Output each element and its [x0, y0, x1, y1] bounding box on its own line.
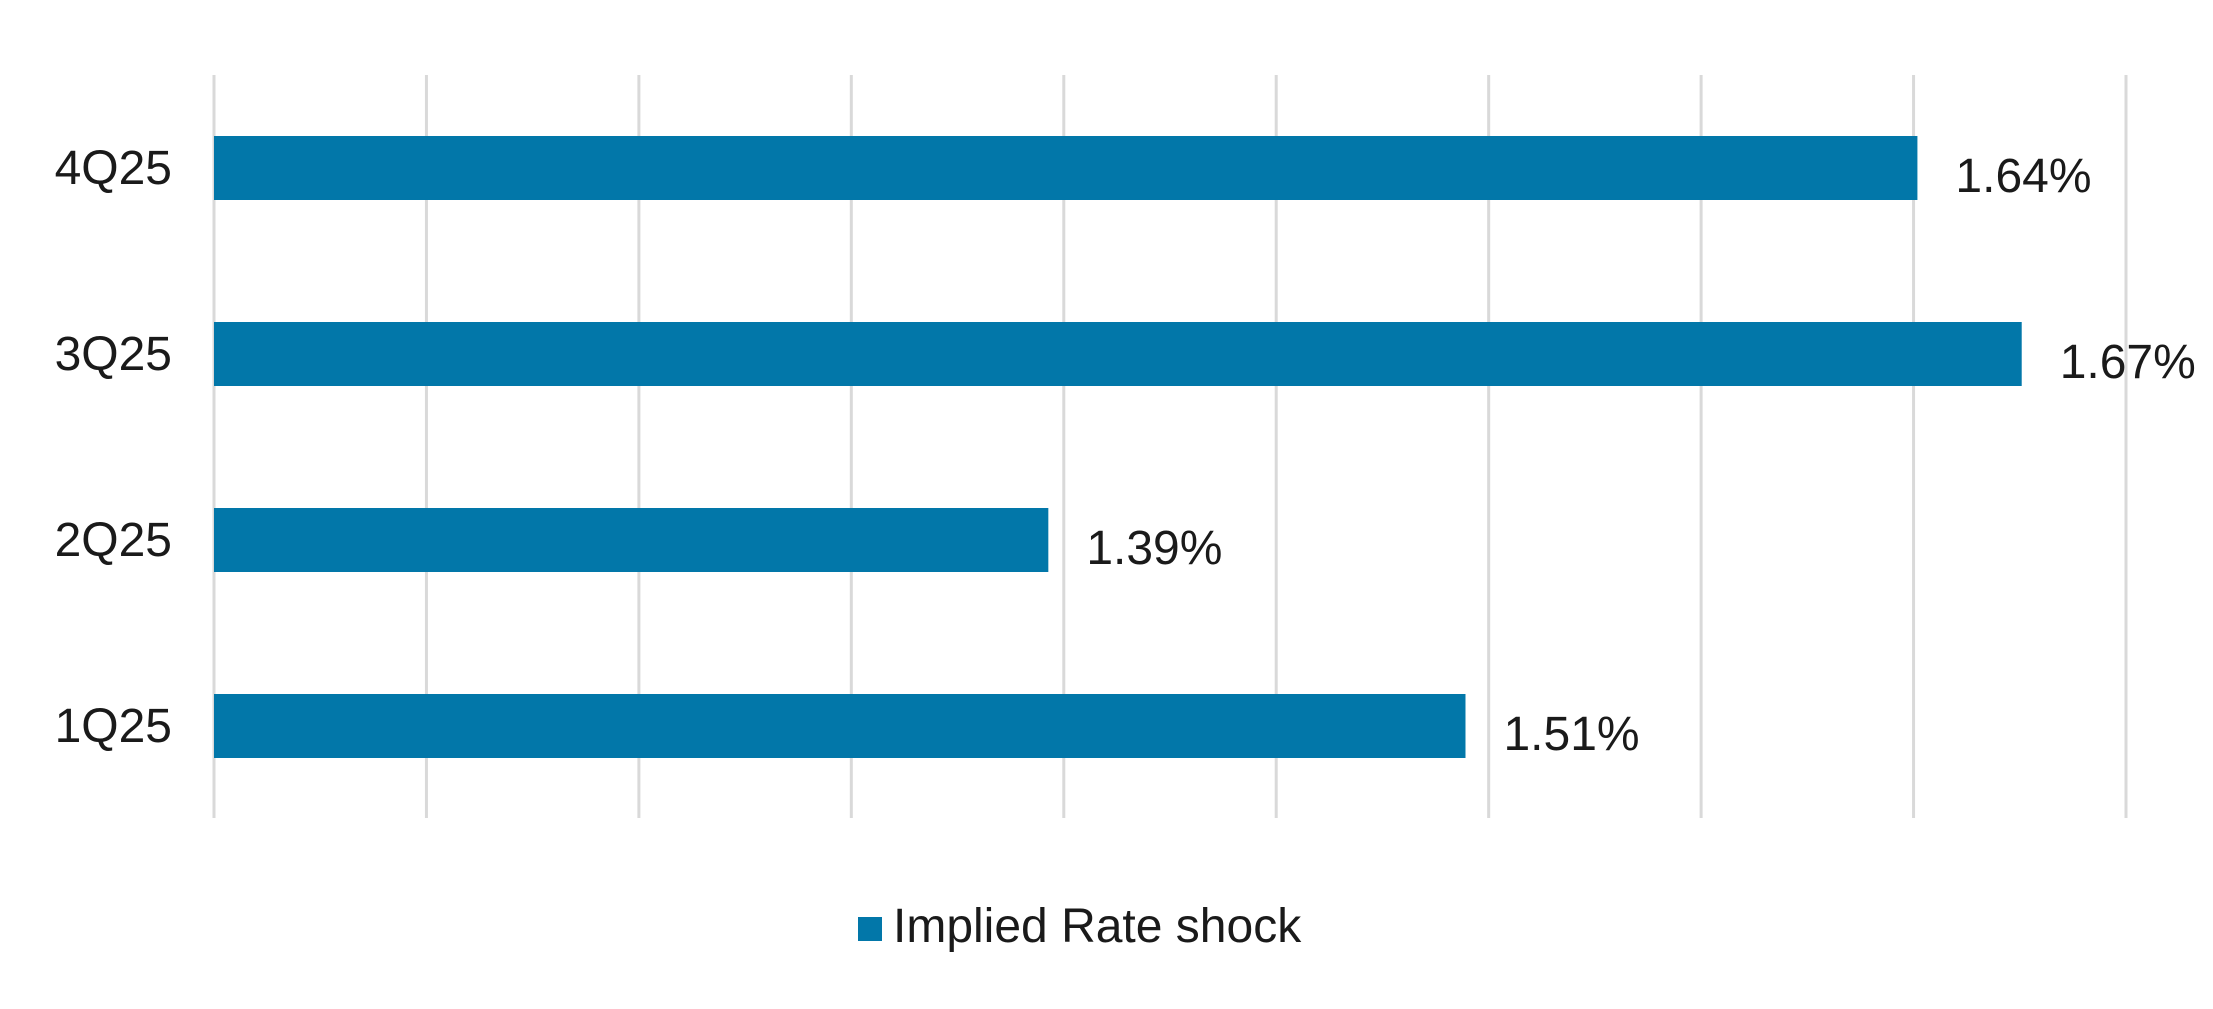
- legend: Implied Rate shock: [858, 900, 1302, 953]
- bar-3q25: [214, 322, 2022, 386]
- bars: [214, 136, 2022, 758]
- category-labels: 4Q25 3Q25 2Q25 1Q25: [55, 142, 172, 753]
- category-label-3q25: 3Q25: [55, 328, 172, 381]
- legend-swatch: [858, 917, 882, 941]
- bar-1q25: [214, 694, 1466, 758]
- category-label-4q25: 4Q25: [55, 142, 172, 195]
- category-label-1q25: 1Q25: [55, 700, 172, 753]
- bar-2q25: [214, 508, 1049, 572]
- bar-4q25: [214, 136, 1918, 200]
- category-label-2q25: 2Q25: [55, 514, 172, 567]
- value-label-4q25: 1.64%: [1955, 150, 2091, 203]
- value-label-1q25: 1.51%: [1503, 708, 1639, 761]
- value-label-3q25: 1.67%: [2060, 336, 2196, 389]
- value-label-2q25: 1.39%: [1086, 522, 1222, 575]
- legend-label: Implied Rate shock: [893, 900, 1302, 953]
- value-labels: 1.64% 1.67% 1.39% 1.51%: [1086, 150, 2195, 761]
